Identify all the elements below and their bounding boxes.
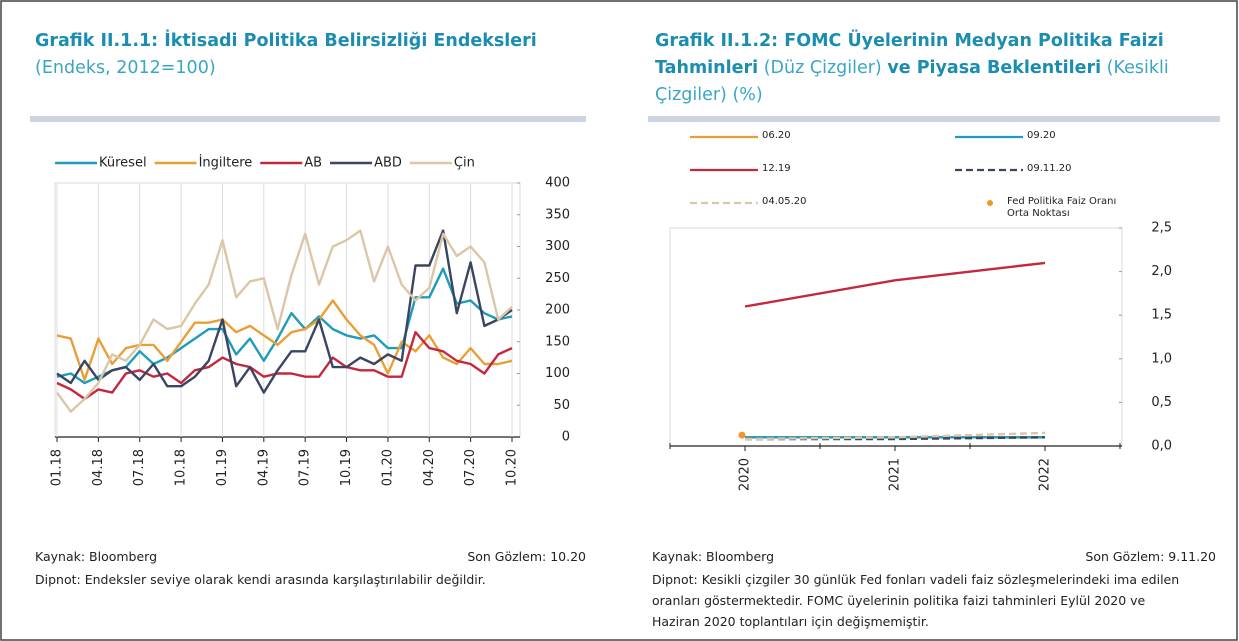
- x-tick-label: 10.20: [505, 449, 520, 486]
- x-tick-label: 01.20: [380, 449, 395, 486]
- x-tick-label: 07.19: [298, 449, 313, 486]
- title-part: (Kesikli Çizgiler) (%): [655, 58, 1169, 105]
- last-observation: Son Gözlem: 9.11.20: [1085, 549, 1216, 564]
- x-tick-label: 2022: [1038, 458, 1053, 491]
- header-rule: [30, 116, 586, 122]
- title-part: (Düz Çizgiler): [763, 58, 882, 78]
- legend-label: 06.20: [762, 130, 791, 141]
- x-tick-label: 04.19: [256, 449, 271, 486]
- legend-label: 09.11.20: [1027, 163, 1072, 174]
- x-tick-label: 10.18: [174, 449, 189, 486]
- last-observation: Son Gözlem: 10.20: [467, 549, 586, 564]
- legend-label: ABD: [374, 156, 402, 171]
- y-tick-label: 1,0: [1151, 351, 1172, 366]
- plot-frame: [669, 227, 1123, 447]
- chart-subtitle: (Endeks, 2012=100): [35, 58, 216, 78]
- y-tick-label: 400: [545, 176, 570, 191]
- source: Kaynak: Bloomberg: [35, 549, 158, 564]
- series-line: [744, 261, 1046, 308]
- y-tick-label: 2,0: [1151, 264, 1172, 279]
- y-tick-label: 250: [545, 271, 570, 286]
- legend-label: Küresel: [99, 156, 147, 171]
- y-tick-label: 350: [545, 207, 570, 222]
- legend-label: AB: [304, 156, 322, 171]
- x-tick-label: 01.19: [215, 449, 230, 486]
- x-tick-label: 01.18: [50, 449, 65, 486]
- y-tick-label: 0,5: [1151, 395, 1172, 410]
- x-tick-label: 10.19: [339, 449, 354, 486]
- legend-label: Fed Politika Faiz Oranı Orta Noktası: [1007, 196, 1117, 219]
- legend-label: Çin: [454, 156, 475, 171]
- y-tick-label: 200: [545, 303, 570, 318]
- x-tick-label: 07.18: [132, 449, 147, 486]
- series-line: [56, 331, 513, 401]
- plot-frame: [54, 182, 521, 438]
- legend-label: İngiltere: [199, 155, 253, 171]
- y-tick-label: 0: [562, 430, 570, 445]
- x-tick-label: 04.20: [422, 449, 437, 486]
- y-tick-label: 2,5: [1151, 221, 1172, 236]
- source: Kaynak: Bloomberg: [652, 549, 775, 564]
- legend-swatch: [987, 200, 993, 206]
- legend-label: 12.19: [762, 163, 791, 174]
- y-tick-label: 300: [545, 239, 570, 254]
- footnote: Dipnot: Kesikli çizgiler 30 günlük Fed f…: [652, 572, 1180, 629]
- series-line: [56, 267, 513, 385]
- title-part: ve Piyasa Beklentileri: [887, 58, 1102, 78]
- header-rule: [648, 116, 1220, 122]
- point: [738, 431, 746, 439]
- x-tick-label: 07.20: [463, 449, 478, 486]
- x-tick-label: 2021: [888, 458, 903, 491]
- y-tick-label: 0,0: [1151, 439, 1172, 454]
- x-tick-label: 04.18: [91, 449, 106, 486]
- footnote: Dipnot: Endeksler seviye olarak kendi ar…: [35, 572, 486, 587]
- title-part: Grafik II.1.1: İktisadi Politika Belirsi…: [35, 31, 537, 51]
- chart-title: Grafik II.1.1: İktisadi Politika Belirsi…: [35, 28, 595, 82]
- legend-label: 04.05.20: [762, 196, 807, 207]
- y-tick-label: 150: [545, 334, 570, 349]
- y-tick-label: 50: [553, 398, 570, 413]
- x-tick-label: 2020: [738, 458, 753, 491]
- series-line: [56, 299, 513, 382]
- title-part: Grafik II.1.2: FOMC Üyelerinin Medyan Po…: [655, 31, 1164, 78]
- series-line: [744, 431, 1046, 441]
- chart-title: Grafik II.1.2: FOMC Üyelerinin Medyan Po…: [655, 28, 1225, 109]
- series-line: [56, 229, 513, 413]
- series-line: [56, 229, 513, 394]
- legend-label: 09.20: [1027, 130, 1056, 141]
- y-tick-label: 1,5: [1151, 308, 1172, 323]
- y-tick-label: 100: [545, 366, 570, 381]
